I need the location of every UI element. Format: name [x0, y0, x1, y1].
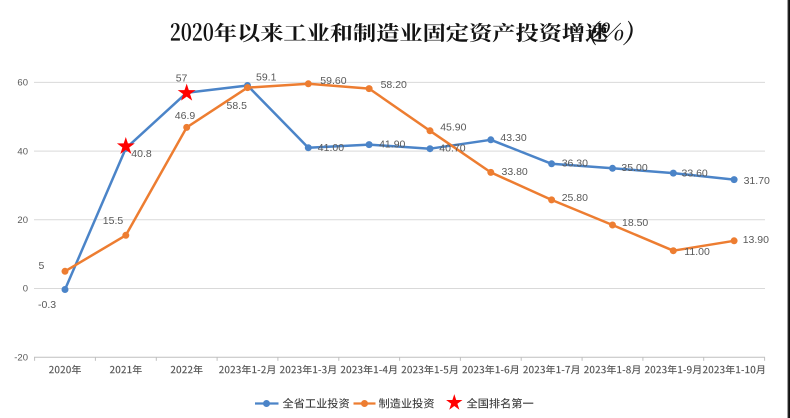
- svg-text:40.8: 40.8: [131, 148, 152, 160]
- svg-text:35.00: 35.00: [621, 162, 647, 174]
- svg-text:40: 40: [17, 146, 28, 157]
- svg-text:43.30: 43.30: [500, 132, 526, 144]
- svg-text:45.90: 45.90: [440, 121, 466, 133]
- svg-text:15.5: 15.5: [103, 215, 124, 227]
- svg-text:0: 0: [23, 284, 28, 295]
- svg-text:33.80: 33.80: [502, 166, 528, 178]
- svg-text:41.00: 41.00: [318, 142, 344, 154]
- svg-text:41.90: 41.90: [379, 139, 405, 151]
- svg-text:20: 20: [17, 215, 28, 226]
- svg-text:25.80: 25.80: [562, 192, 588, 204]
- svg-text:40.70: 40.70: [439, 143, 465, 155]
- svg-text:33.60: 33.60: [682, 168, 708, 180]
- svg-text:58.5: 58.5: [227, 100, 248, 112]
- svg-text:59.60: 59.60: [320, 75, 346, 87]
- svg-text:46.9: 46.9: [175, 110, 196, 122]
- svg-text:13.90: 13.90: [743, 234, 769, 246]
- svg-text:-20: -20: [14, 352, 28, 363]
- svg-text:59.1: 59.1: [256, 72, 277, 84]
- svg-text:18.50: 18.50: [622, 217, 648, 229]
- svg-text:-0.3: -0.3: [38, 299, 56, 311]
- svg-text:60: 60: [17, 78, 28, 89]
- svg-text:5: 5: [39, 260, 45, 272]
- svg-text:58.20: 58.20: [381, 79, 407, 91]
- svg-text:57: 57: [176, 73, 188, 85]
- svg-text:11.00: 11.00: [684, 246, 710, 258]
- svg-text:36.30: 36.30: [562, 157, 588, 169]
- svg-text:31.70: 31.70: [744, 175, 770, 187]
